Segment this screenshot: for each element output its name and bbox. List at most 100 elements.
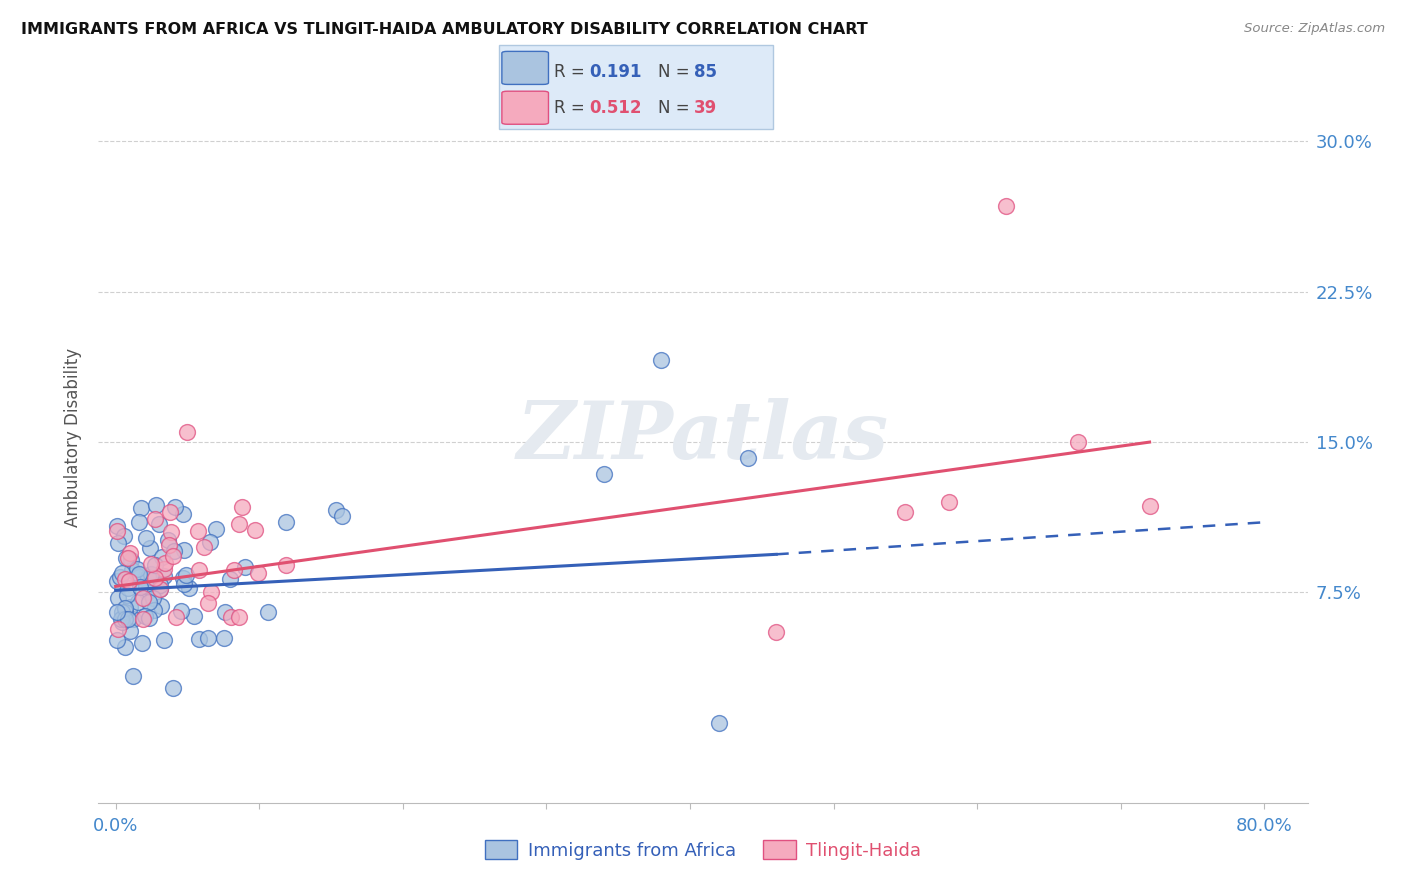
Point — [121, 563, 143, 577]
Point — [143, 571, 166, 585]
Point — [276, 558, 298, 572]
Point — [214, 631, 236, 645]
Point — [111, 605, 134, 619]
Point — [153, 556, 176, 570]
Point — [218, 572, 240, 586]
Point — [170, 604, 193, 618]
Point — [136, 570, 159, 584]
Point — [228, 609, 250, 624]
Point — [650, 353, 672, 368]
Point — [165, 610, 187, 624]
Point — [245, 524, 267, 538]
Point — [114, 572, 136, 586]
Text: 39: 39 — [693, 99, 717, 117]
Text: R =: R = — [554, 99, 591, 117]
Point — [1139, 500, 1161, 514]
Point — [114, 550, 136, 565]
Point — [205, 522, 228, 536]
Point — [127, 595, 149, 609]
Point — [150, 599, 173, 614]
Point — [162, 549, 184, 563]
Point — [107, 591, 129, 606]
Point — [148, 516, 170, 531]
FancyBboxPatch shape — [499, 45, 773, 129]
Text: N =: N = — [658, 62, 695, 80]
Point — [231, 500, 253, 514]
Point — [107, 536, 129, 550]
Point — [143, 558, 166, 572]
Point — [257, 606, 280, 620]
Point — [197, 631, 219, 645]
Point — [183, 609, 205, 624]
Point — [162, 681, 184, 695]
Point — [111, 566, 134, 580]
Point — [145, 498, 167, 512]
Point — [149, 577, 172, 591]
Point — [274, 515, 297, 529]
Point — [107, 622, 129, 636]
Point — [118, 546, 141, 560]
Point — [222, 563, 245, 577]
Point — [134, 609, 156, 624]
Point — [173, 576, 195, 591]
Point — [172, 508, 194, 522]
Point — [135, 585, 157, 599]
Point — [120, 553, 142, 567]
Point — [142, 591, 165, 606]
Text: N =: N = — [658, 99, 695, 117]
Text: 0.512: 0.512 — [589, 99, 643, 117]
Point — [200, 535, 222, 549]
Point — [107, 605, 129, 619]
Point — [214, 606, 236, 620]
Point — [197, 596, 219, 610]
Point — [121, 612, 143, 626]
Point — [117, 612, 139, 626]
Point — [187, 524, 209, 538]
Point — [938, 495, 960, 509]
Point — [135, 579, 157, 593]
Point — [120, 624, 142, 638]
Point — [193, 540, 215, 554]
Point — [128, 569, 150, 583]
Point — [143, 603, 166, 617]
Point — [135, 531, 157, 545]
Point — [765, 625, 787, 640]
Point — [235, 559, 257, 574]
Point — [141, 567, 163, 582]
Point — [150, 550, 173, 565]
Point — [127, 569, 149, 583]
Point — [737, 451, 759, 466]
Point — [188, 632, 211, 647]
Point — [149, 582, 172, 596]
Point — [157, 538, 180, 552]
Text: R =: R = — [554, 62, 591, 80]
Point — [219, 610, 242, 624]
Point — [114, 640, 136, 654]
Point — [138, 611, 160, 625]
Point — [115, 588, 138, 602]
Point — [129, 580, 152, 594]
Point — [117, 550, 139, 565]
Point — [139, 541, 162, 555]
Point — [120, 600, 142, 615]
Point — [152, 562, 174, 576]
Point — [188, 563, 211, 577]
Point — [132, 612, 155, 626]
Point — [177, 581, 200, 595]
Y-axis label: Ambulatory Disability: Ambulatory Disability — [65, 348, 83, 526]
Point — [247, 566, 270, 580]
Point — [995, 199, 1018, 213]
Point — [593, 467, 616, 482]
Point — [325, 503, 347, 517]
Text: 85: 85 — [693, 62, 717, 80]
Text: 0.191: 0.191 — [589, 62, 643, 80]
Point — [105, 574, 128, 589]
Point — [110, 612, 132, 626]
Point — [128, 516, 150, 530]
Text: ZIPatlas: ZIPatlas — [517, 399, 889, 475]
Point — [105, 524, 128, 538]
Point — [105, 519, 128, 533]
Point — [228, 516, 250, 531]
Point — [121, 669, 143, 683]
Point — [114, 605, 136, 619]
